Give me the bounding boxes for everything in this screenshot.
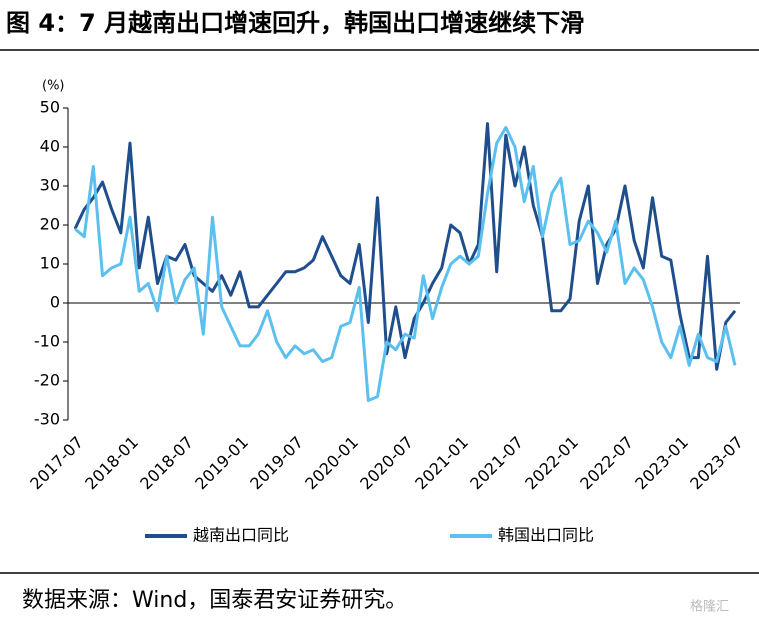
x-tick-label: 2019-07 xyxy=(246,433,307,494)
watermark: 格隆汇 xyxy=(690,599,729,615)
x-tick-label: 2019-01 xyxy=(191,433,252,494)
x-tick-label: 2018-01 xyxy=(81,433,142,494)
x-tick-label: 2018-07 xyxy=(136,433,197,494)
y-tick-label: 10 xyxy=(40,254,60,273)
x-tick-label: 2022-01 xyxy=(521,433,582,494)
y-tick-label: -30 xyxy=(34,410,60,429)
x-tick-label: 2021-07 xyxy=(466,433,527,494)
legend-label: 韩国出口同比 xyxy=(498,526,594,545)
y-axis-label: (%) xyxy=(42,79,65,94)
x-tick-label: 2022-07 xyxy=(576,433,637,494)
source: 数据来源：Wind，国泰君安证券研究。 xyxy=(22,588,407,613)
chart-title: 图 4：7 月越南出口增速回升，韩国出口增速继续下滑 xyxy=(6,9,584,37)
x-tick-label: 2023-01 xyxy=(631,433,692,494)
y-tick-label: -20 xyxy=(34,371,60,390)
y-tick-label: 30 xyxy=(40,176,60,195)
series-line xyxy=(74,126,737,402)
series-line xyxy=(73,122,737,371)
y-tick-label: 50 xyxy=(40,98,60,117)
x-tick-label: 2023-07 xyxy=(686,433,747,494)
legend-label: 越南出口同比 xyxy=(193,526,289,545)
y-tick-label: 0 xyxy=(50,293,60,312)
y-tick-label: 20 xyxy=(40,215,60,234)
x-tick-label: 2017-07 xyxy=(26,433,87,494)
x-tick-label: 2020-01 xyxy=(301,433,362,494)
y-tick-label: -10 xyxy=(34,332,60,351)
x-tick-label: 2020-07 xyxy=(356,433,417,494)
x-tick-label: 2021-01 xyxy=(411,433,472,494)
y-tick-label: 40 xyxy=(40,137,60,156)
